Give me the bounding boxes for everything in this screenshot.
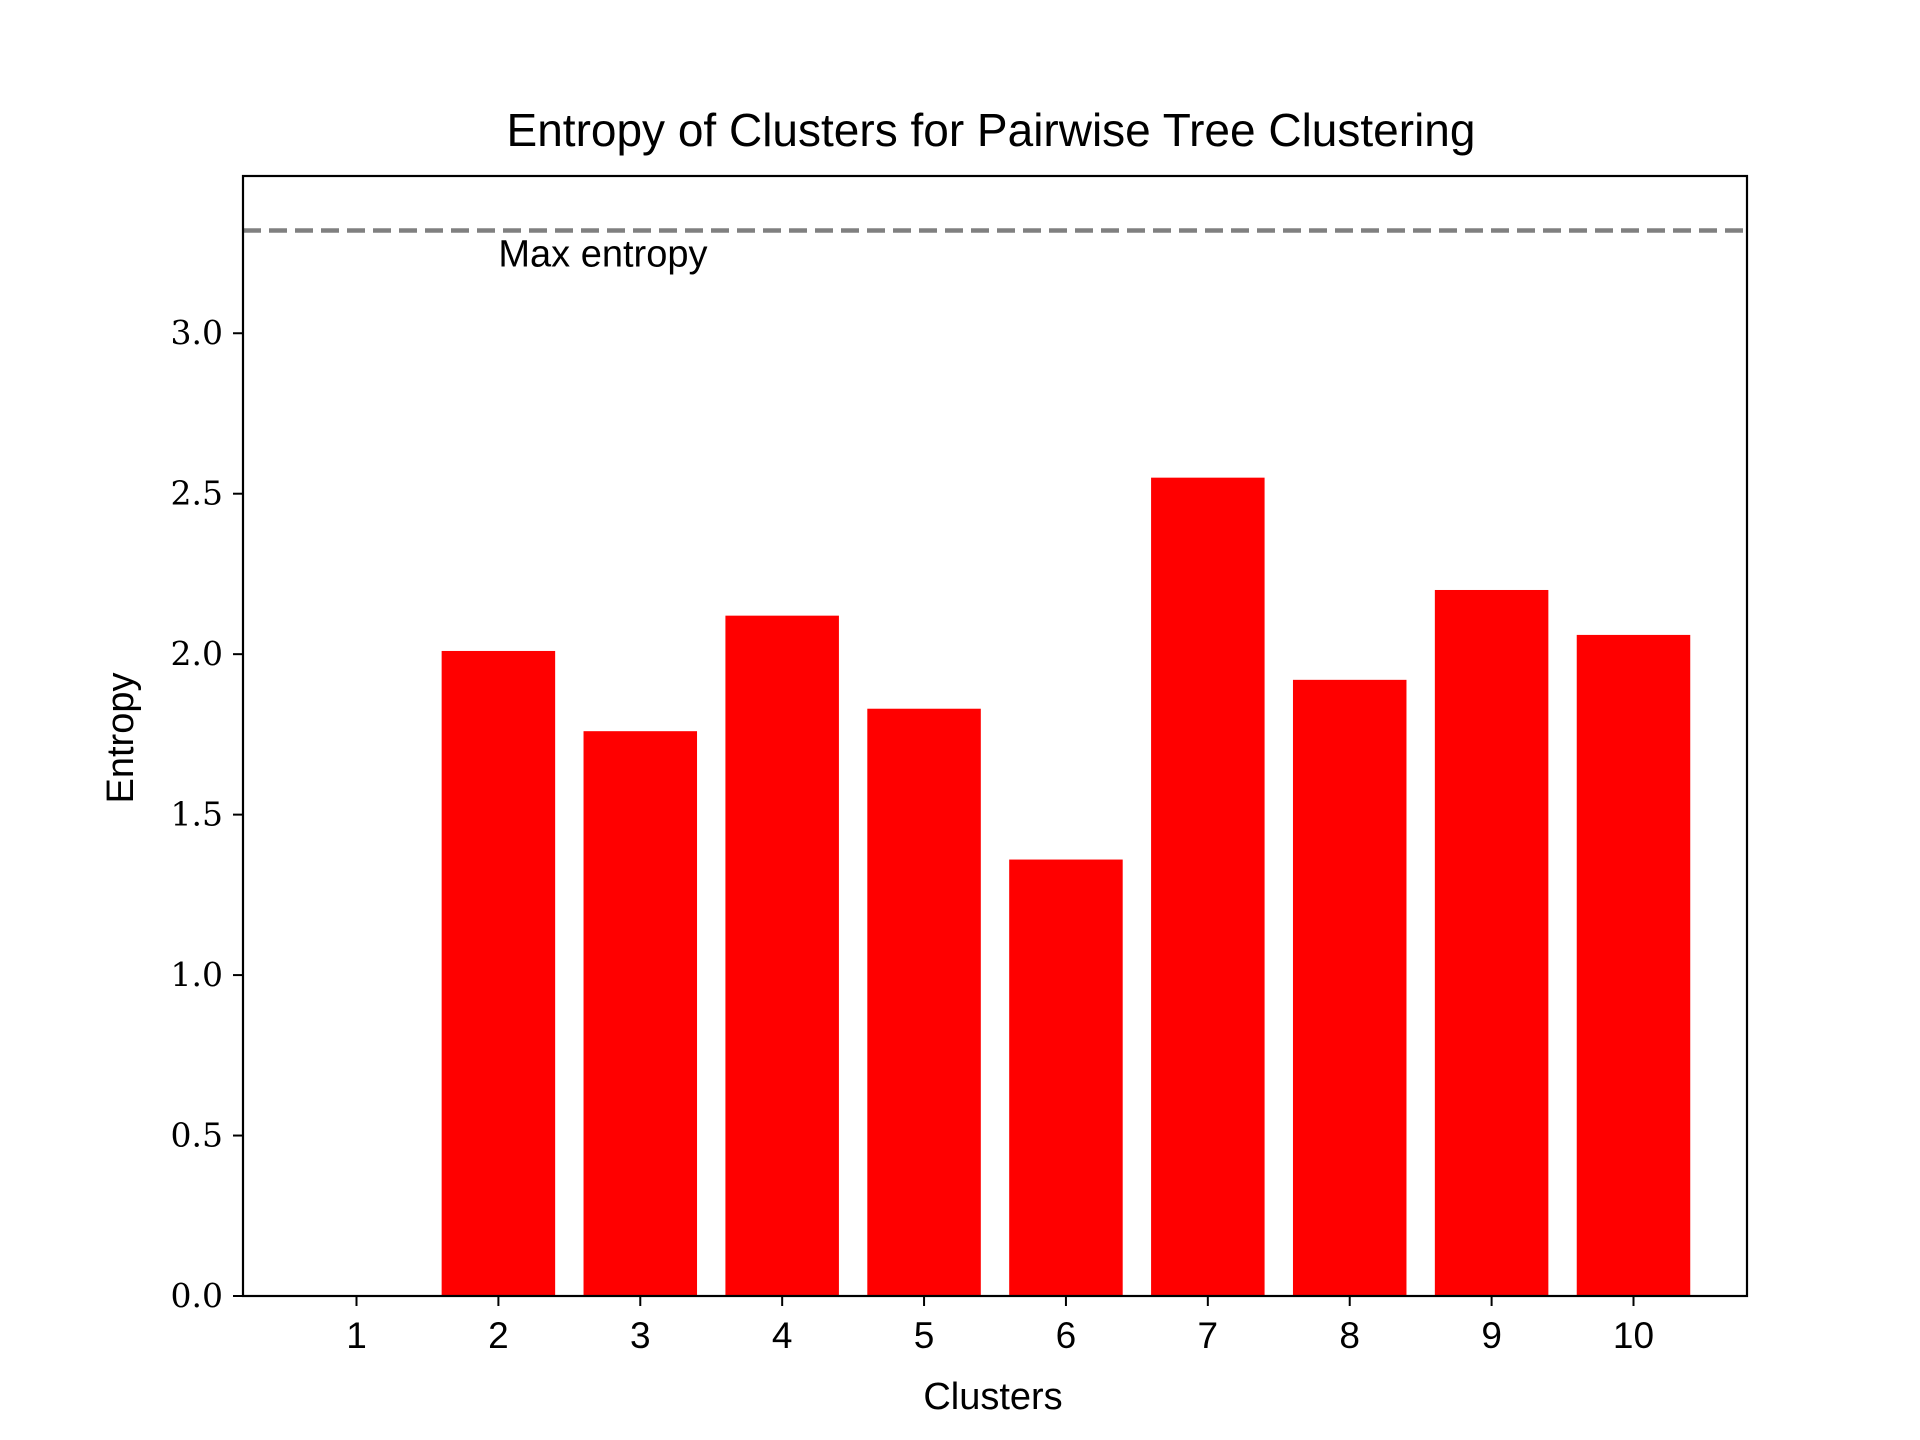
y-axis-ticks: 0.0 0.5 1.0 1.5 2.0 2.5 3.0 [171,313,243,1315]
bar-cluster-5 [867,708,981,1296]
y-tick-label: 1.5 [171,795,223,834]
x-tick-label: 2 [488,1315,509,1356]
chart-title: Entropy of Clusters for Pairwise Tree Cl… [507,104,1476,156]
x-tick-label: 9 [1481,1315,1502,1356]
y-tick-label: 2.0 [171,634,223,673]
x-tick-label: 10 [1613,1315,1654,1356]
bar-cluster-4 [725,615,839,1296]
bar-cluster-10 [1576,634,1691,1296]
bar-cluster-9 [1434,589,1549,1296]
y-tick-label: 2.5 [171,474,223,513]
y-tick-label: 0.5 [171,1116,223,1155]
bars-layer [441,477,1691,1297]
y-tick-label: 1.0 [171,955,223,994]
y-tick-label: 0.0 [171,1276,223,1315]
bar-cluster-8 [1292,679,1407,1296]
bar-cluster-6 [1009,859,1123,1296]
bar-cluster-2 [441,650,556,1296]
x-tick-label: 8 [1339,1315,1360,1356]
x-tick-label: 6 [1056,1315,1077,1356]
bar-cluster-3 [583,731,698,1296]
plot-frame [241,174,1749,1298]
x-tick-label: 7 [1198,1315,1219,1356]
x-tick-label: 3 [630,1315,651,1356]
y-axis-label: Entropy [100,673,142,804]
max-entropy-label: Max entropy [498,234,707,276]
x-tick-label: 1 [346,1315,367,1356]
x-axis-ticks: 1 2 3 4 5 6 7 8 9 10 [346,1296,1654,1356]
x-tick-label: 5 [914,1315,935,1356]
y-tick-label: 3.0 [171,313,223,352]
x-tick-label: 4 [772,1315,793,1356]
reference-line-layer: Max entropy [243,228,1747,276]
x-axis-label: Clusters [923,1376,1062,1418]
bar-cluster-7 [1151,477,1265,1297]
